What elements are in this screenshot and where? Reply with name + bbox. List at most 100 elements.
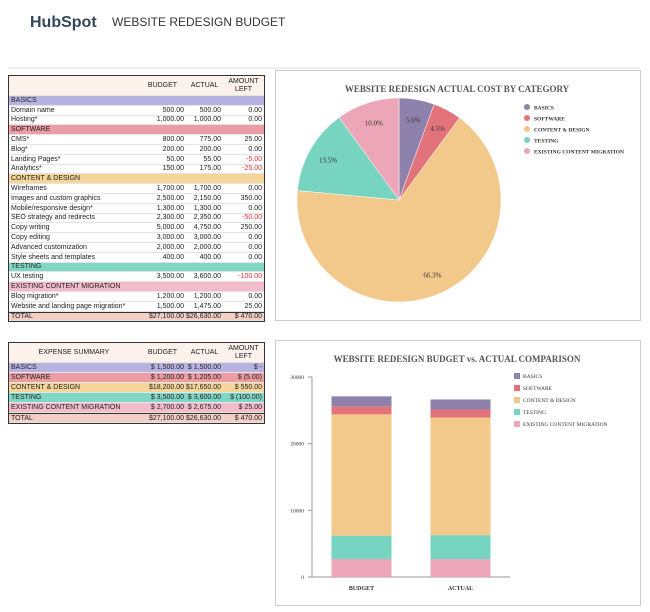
amount-cell: 3,000.00 [193,234,221,242]
section-row: EXISTING CONTENT MIGRATION [9,282,264,292]
item-row: Website and landing page migration* 1,500… [9,302,264,312]
amount-cell: $ 1,200.00 [150,374,184,381]
bar-segment [430,559,491,577]
bar-segment [430,399,491,410]
section-row: SOFTWARE [9,125,264,136]
legend-swatch [514,373,520,379]
item-label: Copy writing [11,224,50,232]
slice-label: 66.3% [423,271,441,279]
amount-cell: -100.00 [238,273,262,281]
section-row: BASICS [9,96,264,106]
y-tick-label: 20000 [290,442,304,448]
amount-cell: $ 2,675.00 [187,404,221,411]
amount-cell: 1,000.00 [193,116,221,124]
amount-cell: $ 550.00 [234,384,262,391]
total-label: TOTAL [11,312,33,320]
item-row: UX testing 3,500.00 3,600.00 -100.00 [9,272,264,283]
item-label: Images and custom graphics [11,194,101,202]
legend-swatch [524,137,530,143]
amount-cell: 1,700.00 [193,185,221,193]
item-row: CMS* 800.00 775.00 25.00 [9,135,264,145]
amount-cell: 2,000.00 [193,243,221,251]
category-label: EXISTING CONTENT MIGRATION [11,404,121,411]
y-tick-label: 10000 [290,508,304,514]
amount-cell: 400.00 [162,253,184,261]
item-row: Blog migration* 1,200.00 1,200.00 0.00 [9,292,264,302]
amount-cell: 0.00 [248,185,262,193]
category-label: CONTENT & DESIGN [11,384,81,391]
category-label: TESTING [11,394,42,401]
legend-label: TESTING [534,139,559,145]
amount-cell: 1,300.00 [193,204,221,212]
amount-cell: -25.00 [242,165,262,173]
amount-cell: 5,000.00 [156,224,184,232]
legend-label: EXISTING CONTENT MIGRATION [523,422,608,428]
x-tick-label: ACTUAL [448,586,473,592]
x-tick-label: BUDGET [349,586,374,592]
section-name: TESTING [11,263,42,271]
amount-cell: 350.00 [240,194,262,202]
amount-cell: $ 1,205.00 [187,374,221,381]
pie-slice [297,117,400,201]
legend-label: SOFTWARE [534,117,565,123]
header-cell: ACTUAL [186,343,223,362]
item-label: Mobile/responsive design* [11,204,93,212]
amount-cell: $ 1,500.00 [187,364,221,371]
header-row: EXPENSE SUMMARY BUDGET ACTUAL AMOUNT LEFT [9,343,264,363]
amount-cell: 1,200.00 [156,292,184,300]
bar-segment [331,535,392,559]
section-row: CONTENT & DESIGN [9,174,264,185]
summary-row: BASICS $ 1,500.00 $ 1,500.00 $ - [9,363,264,373]
amount-cell: $ 25.00 [238,404,262,411]
legend-label: CONTENT & DESIGN [523,398,576,404]
amount-cell: 25.00 [244,136,262,144]
section-name: EXISTING CONTENT MIGRATION [11,283,121,291]
item-label: UX testing [11,273,44,281]
summary-table: EXPENSE SUMMARY BUDGET ACTUAL AMOUNT LEFT BA… [8,342,265,424]
slice-label: 4.5% [430,125,445,133]
amount-cell: $17,650.00 [186,384,221,391]
summary-row: EXISTING CONTENT MIGRATION $ 2,700.00 $ 2,… [9,403,264,413]
legend-label: EXISTING CONTENT MIGRATION [534,150,624,156]
amount-cell: 775.00 [199,136,221,144]
amount-cell: $ 3,600.00 [187,394,221,401]
legend-label: SOFTWARE [523,386,553,392]
amount-cell: 3,600.00 [193,273,221,281]
amount-cell: 25.00 [244,302,262,310]
amount-cell: 500.00 [199,106,221,114]
chart-title: WEBSITE REDESIGN ACTUAL COST BY CATEGORY [345,84,570,94]
header-cell: EXPENSE SUMMARY [9,343,139,362]
slice-label: 13.5% [319,157,337,165]
amount-cell: 4,750.00 [193,224,221,232]
amount-cell: 0.00 [248,145,262,153]
legend-swatch [514,409,520,415]
bar-segment [331,559,392,577]
amount-cell: 2,300.00 [156,214,184,222]
legend-swatch [514,421,520,427]
amount-cell: 3,500.00 [156,273,184,281]
amount-cell: 0.00 [248,204,262,212]
category-label: SOFTWARE [11,374,51,381]
item-label: CMS* [11,136,30,144]
amount-cell: 175.00 [199,165,221,173]
total-cell: $ 470.00 [234,312,262,320]
item-row: Copy writing 5,000.00 4,750.00 250.00 [9,223,264,234]
amount-cell: $26,630.00 [186,414,221,422]
item-label: Style sheets and templates [11,253,96,261]
item-row: Advanced customization 2,000.00 2,000.00 0.… [9,243,264,253]
item-row: Analytics* 150.00 175.00 -25.00 [9,165,264,175]
amount-cell: 0.00 [248,234,262,242]
bar-segment [430,535,491,560]
amount-cell: 2,350.00 [193,214,221,222]
amount-cell: 2,150.00 [193,194,221,202]
item-label: Website and landing page migration* [11,302,126,310]
amount-cell: $ 470.00 [234,414,262,422]
amount-cell: 0.00 [248,253,262,261]
amount-cell: $18,200.00 [148,384,184,391]
amount-cell: 0.00 [248,243,262,251]
item-label: Domain name [11,106,55,114]
amount-cell: 3,000.00 [156,234,184,242]
item-row: Images and custom graphics 2,500.00 2,150.… [9,194,264,204]
section-row: TESTING [9,262,264,273]
section-name: SOFTWARE [11,126,51,134]
